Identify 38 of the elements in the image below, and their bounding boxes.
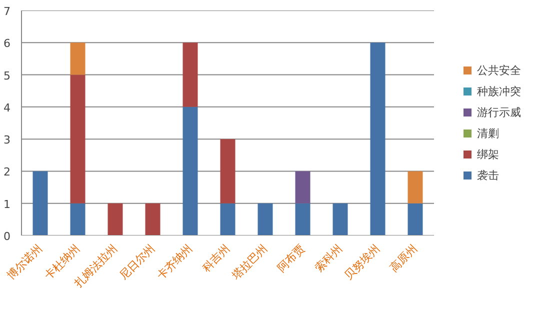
y-tick-label: 4 bbox=[4, 101, 10, 114]
x-tick-label: 高原州 bbox=[387, 242, 420, 274]
bar bbox=[408, 171, 423, 204]
x-tick-label: 卡齐纳州 bbox=[154, 242, 195, 282]
legend-label: 公共安全 bbox=[477, 62, 521, 78]
y-tick-label: 5 bbox=[4, 69, 10, 82]
x-tick-label: 尼日尔州 bbox=[117, 242, 158, 282]
bar bbox=[332, 203, 348, 236]
x-tick-label: 贝努埃州 bbox=[342, 242, 382, 282]
y-tick-label: 0 bbox=[4, 230, 10, 243]
legend-label: 游行示威 bbox=[477, 104, 521, 120]
bar bbox=[408, 203, 423, 236]
x-tick-label: 博尔诺州 bbox=[4, 242, 45, 282]
y-tick-label: 3 bbox=[4, 134, 10, 147]
bar bbox=[258, 203, 273, 236]
bar bbox=[220, 203, 236, 236]
x-tick-label: 索科州 bbox=[312, 242, 345, 274]
bar bbox=[145, 203, 160, 236]
bar bbox=[108, 203, 123, 236]
y-tick-label: 2 bbox=[4, 166, 10, 179]
bar bbox=[32, 171, 48, 236]
legend-label: 袭击 bbox=[477, 168, 499, 182]
bar bbox=[295, 203, 310, 236]
legend-label: 清剿 bbox=[477, 126, 499, 140]
bar bbox=[182, 42, 198, 107]
bar bbox=[70, 203, 86, 236]
legend-label: 绑架 bbox=[477, 146, 499, 162]
y-tick-label: 1 bbox=[4, 198, 10, 211]
bar bbox=[220, 139, 236, 204]
y-tick-label: 6 bbox=[4, 37, 10, 50]
bar bbox=[70, 42, 86, 75]
bar bbox=[295, 171, 310, 204]
y-tick-label: 7 bbox=[4, 5, 10, 18]
x-tick-label: 阿布贾 bbox=[274, 242, 308, 274]
bar bbox=[370, 42, 386, 236]
bar bbox=[70, 74, 86, 204]
bar bbox=[182, 106, 198, 236]
legend-label: 种族冲突 bbox=[477, 84, 521, 98]
